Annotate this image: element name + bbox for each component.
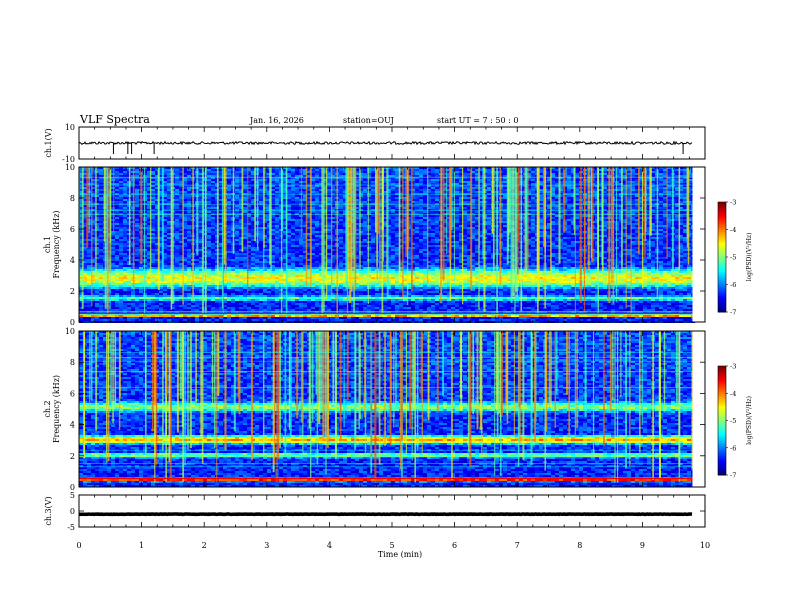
- y-tick-label: 4: [70, 421, 75, 430]
- y-tick-label: 0: [70, 507, 75, 516]
- y-tick-label: 10: [65, 123, 75, 132]
- y-tick-label: 10: [65, 163, 75, 172]
- x-tick-label: 9: [640, 541, 645, 550]
- y-tick-label: 2: [70, 287, 75, 296]
- x-tick-label: 2: [202, 541, 207, 550]
- colorbar-tick-label: -4: [730, 226, 736, 234]
- y-tick-label: -5: [67, 523, 75, 532]
- x-tick-label: 5: [389, 541, 394, 550]
- x-tick-label: 1: [139, 541, 144, 550]
- y-tick-label: 0: [70, 318, 75, 327]
- chart-title: VLF Spectra: [79, 113, 150, 126]
- y-tick-label: 4: [70, 256, 75, 265]
- colorbar-tick-label: -3: [730, 199, 736, 207]
- colorbar-tick-label: -6: [730, 281, 736, 289]
- y-tick-label: 2: [70, 452, 75, 461]
- y-tick-label: 8: [70, 194, 75, 203]
- colorbar-tick-label: -7: [730, 309, 736, 317]
- y-axis-label-channel: ch.2: [43, 400, 52, 417]
- colorbar-tick-label: -5: [730, 417, 736, 425]
- y-tick-label: 6: [70, 225, 75, 234]
- colorbar-tick-label: -5: [730, 254, 736, 262]
- colorbar-swatch: [718, 202, 726, 205]
- x-tick-label: 3: [264, 541, 269, 550]
- time-axis: 0 1 2 3 4 5 6 7 8 9 10: [76, 541, 710, 550]
- y-tick-label: 8: [70, 358, 75, 367]
- colorbar-swatch: [718, 366, 726, 369]
- y-axis-label: ch.3(V): [44, 496, 53, 525]
- y-axis-label-channel: ch.1: [43, 236, 52, 253]
- x-tick-label: 8: [577, 541, 582, 550]
- y-tick-label: 10: [65, 327, 75, 336]
- date-label: Jan. 16, 2026: [249, 116, 304, 125]
- no-data-region: [692, 331, 705, 487]
- colorbar-ch1: -3 -4 -5 -6 -7 log(PSD)(V²/Hz): [717, 199, 753, 317]
- y-axis-label: ch.1(V): [44, 128, 53, 157]
- colorbar-label: log(PSD)(V²/Hz): [746, 233, 753, 282]
- ch1-spectrogram-panel: 0 2 4 6 8 10 ch.1 Frequency (kHz): [43, 163, 706, 327]
- y-tick-label: 5: [70, 491, 75, 500]
- y-axis-label-frequency: Frequency (kHz): [52, 210, 61, 278]
- x-tick-label: 6: [452, 541, 457, 550]
- colorbar-tick-label: -7: [730, 472, 736, 480]
- colorbar-tick-label: -4: [730, 390, 736, 398]
- station-label: station=OUJ: [343, 116, 394, 125]
- colorbar-tick-label: -3: [730, 363, 736, 371]
- no-data-region: [692, 167, 705, 322]
- colorbar-label: log(PSD)(V²/Hz): [746, 396, 753, 445]
- x-tick-label: 4: [327, 541, 332, 550]
- start-time-label: start UT = 7 : 50 : 0: [437, 116, 518, 125]
- x-tick-label: 7: [515, 541, 520, 550]
- y-axis-label-frequency: Frequency (kHz): [52, 375, 61, 443]
- x-axis-label: Time (min): [378, 550, 422, 559]
- colorbar-ch2: -3 -4 -5 -6 -7 log(PSD)(V²/Hz): [717, 363, 753, 480]
- ch1-waveform-trace: [78, 140, 693, 146]
- x-tick-label: 10: [700, 541, 710, 550]
- ch3-waveform-panel: 5 0 -5 ch.3(V): [44, 491, 706, 532]
- x-tick-label: 0: [76, 541, 81, 550]
- y-tick-label: 6: [70, 389, 75, 398]
- colorbar-tick-label: -6: [730, 444, 736, 452]
